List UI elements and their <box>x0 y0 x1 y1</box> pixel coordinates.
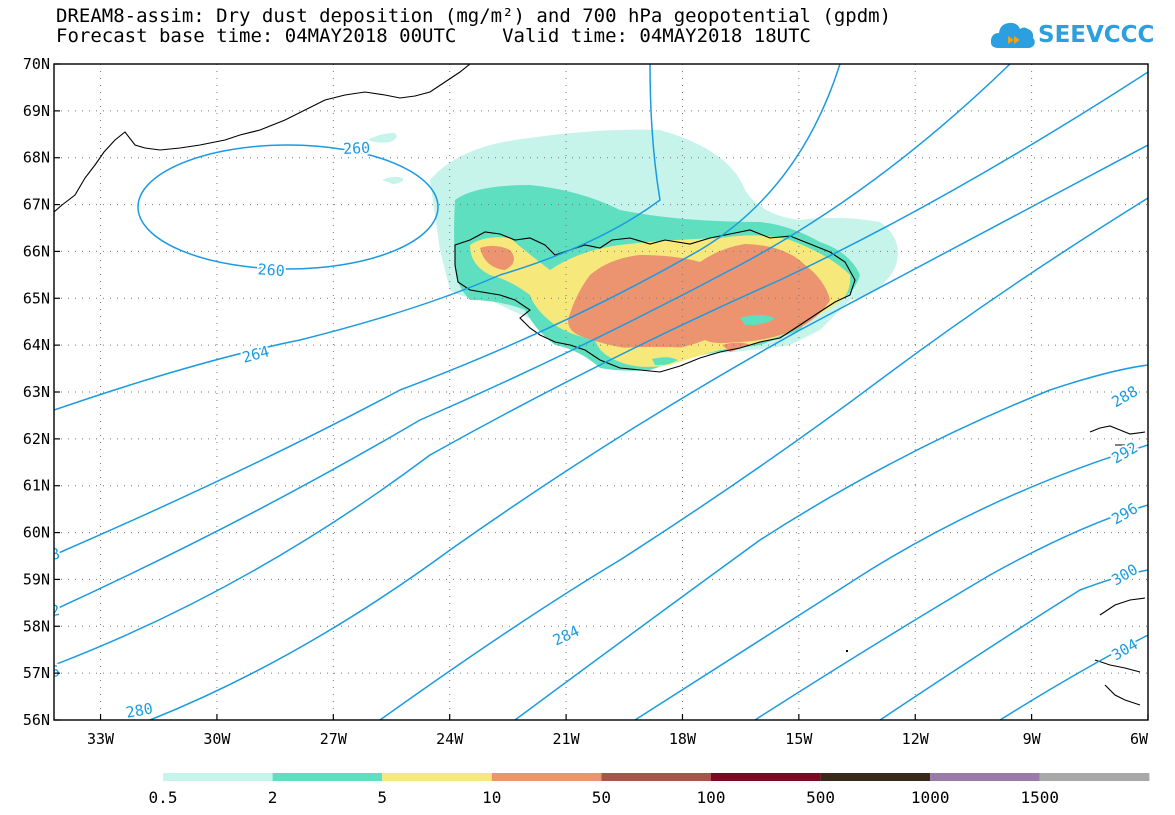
contour-label: 260 <box>255 258 287 282</box>
contour-280 <box>149 144 1148 720</box>
contour-label: 292 <box>1106 436 1142 469</box>
lat-label: 58N <box>23 617 50 635</box>
svg-text:260: 260 <box>343 139 371 158</box>
greenland-coast <box>54 64 471 213</box>
lat-label: 59N <box>23 570 50 588</box>
contour-label: 280 <box>122 697 156 721</box>
lon-label: 9W <box>1023 730 1042 748</box>
legend-label: 0.5 <box>149 788 178 807</box>
lat-lon-grid <box>54 64 1148 720</box>
contour-label: 304 <box>1106 633 1142 666</box>
lon-label: 6W <box>1130 730 1149 748</box>
legend-label: 100 <box>697 788 726 807</box>
cloud-logo-icon <box>990 22 1035 48</box>
legend-swatch <box>272 773 383 781</box>
lon-label: 30W <box>203 730 231 748</box>
contour-label: 272 <box>31 599 63 625</box>
legend-label: 500 <box>806 788 835 807</box>
contour-label: 300 <box>1106 558 1142 591</box>
lat-label: 68N <box>23 149 50 167</box>
dust-deposition-shading <box>368 129 898 371</box>
lon-label: 12W <box>902 730 930 748</box>
lon-label: 33W <box>87 730 115 748</box>
lat-label: 64N <box>23 336 50 354</box>
lat-label: 66N <box>23 242 50 260</box>
color-legend: 0.5 2 5 10 50 100 500 1000 1500 <box>149 773 1150 807</box>
lon-label: 24W <box>436 730 464 748</box>
lon-label: 27W <box>320 730 348 748</box>
lat-label: 63N <box>23 383 50 401</box>
contour-272 <box>54 64 1011 611</box>
contour-304 <box>999 634 1148 720</box>
legend-label: 1500 <box>1021 788 1060 807</box>
lat-label: 61N <box>23 477 50 495</box>
dust-level-10 <box>480 244 830 351</box>
lat-label: 70N <box>23 55 50 73</box>
logo-text: SEEVCCC <box>1038 22 1155 48</box>
legend-label: 10 <box>482 788 501 807</box>
legend-swatch <box>1039 773 1150 781</box>
lat-label: 56N <box>23 711 50 729</box>
legend-swatch <box>601 773 711 781</box>
svg-text:264: 264 <box>240 342 271 366</box>
legend-swatch <box>711 773 821 781</box>
seevccc-logo: SEEVCCC <box>990 18 1170 58</box>
faroe-norway-coast <box>1089 425 1146 706</box>
contour-label: 260 <box>341 137 373 160</box>
legend-swatch <box>382 773 492 781</box>
lon-label: 18W <box>669 730 697 748</box>
contour-268 <box>54 64 841 556</box>
lat-label: 60N <box>23 524 50 542</box>
legend-label: 50 <box>592 788 611 807</box>
contour-label: 296 <box>1106 497 1142 530</box>
contour-276 <box>54 71 1148 666</box>
legend-swatch <box>491 773 602 781</box>
lon-label: 15W <box>785 730 813 748</box>
geopotential-contours <box>54 64 1148 720</box>
lat-label: 65N <box>23 289 50 307</box>
contour-label: 284 <box>548 620 584 652</box>
contour-264 <box>54 64 661 411</box>
contour-288 <box>514 364 1148 720</box>
legend-swatch <box>820 773 931 781</box>
legend-label: 1000 <box>911 788 950 807</box>
contour-292 <box>634 444 1148 720</box>
contour-260-low <box>137 144 439 270</box>
contour-284 <box>379 197 1148 720</box>
lat-label: 57N <box>23 664 50 682</box>
lon-label: 21W <box>553 730 581 748</box>
lat-label: 67N <box>23 196 50 214</box>
contour-296 <box>754 504 1148 720</box>
legend-swatch <box>163 773 273 781</box>
legend-label: 2 <box>268 788 278 807</box>
contour-label: 288 <box>1106 380 1142 413</box>
lat-label: 62N <box>23 430 50 448</box>
svg-text:268: 268 <box>31 544 61 567</box>
lat-label: 69N <box>23 102 50 120</box>
axis-labels: 70N 69N 68N 67N 66N 65N 64N 63N 62N 61N 60N 59N 58N 5… <box>23 55 1149 748</box>
svg-text:272: 272 <box>31 601 61 623</box>
svg-text:280: 280 <box>124 699 154 721</box>
contour-300 <box>879 569 1148 720</box>
map-title: DREAM8-assim: Dry dust deposition (mg/m²… <box>56 5 892 27</box>
axis-ticks <box>54 63 1149 721</box>
contour-label: 268 <box>31 542 63 569</box>
legend-swatch <box>930 773 1040 781</box>
forecast-times: Forecast base time: 04MAY2018 00UTC Vali… <box>56 25 811 47</box>
legend-label: 5 <box>377 788 387 807</box>
svg-text:260: 260 <box>257 260 285 280</box>
